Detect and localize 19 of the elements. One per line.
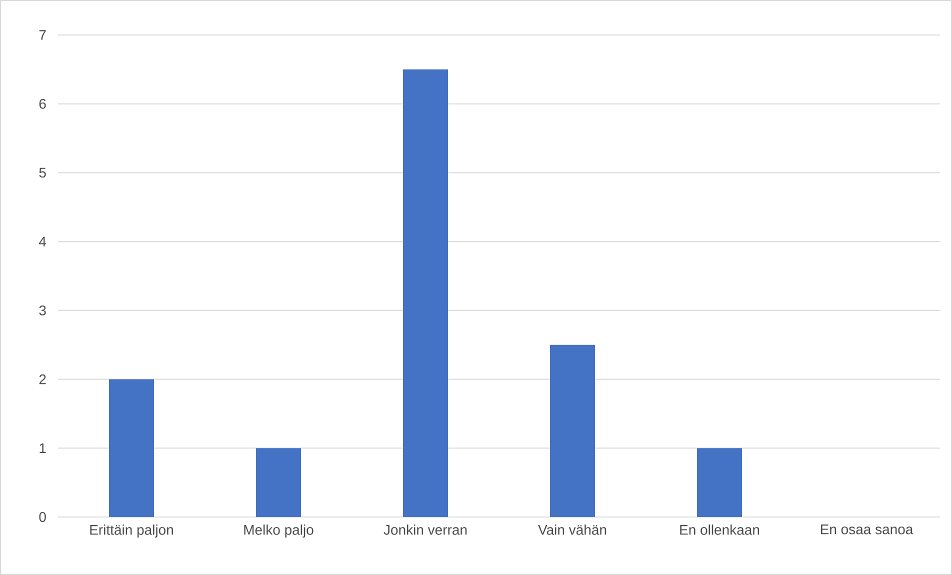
y-tick-label: 2 bbox=[39, 374, 46, 384]
x-tick-label: En osaa sanoa bbox=[820, 524, 914, 534]
y-tick-label: 0 bbox=[39, 512, 46, 522]
y-tick-label: 5 bbox=[39, 168, 46, 178]
y-tick-label: 6 bbox=[39, 98, 46, 109]
bar bbox=[109, 379, 154, 517]
bar bbox=[403, 69, 448, 517]
x-tick-label: Vain vähän bbox=[538, 524, 606, 535]
x-tick-label: Melko paljo bbox=[244, 524, 314, 538]
y-tick-label: 7 bbox=[39, 30, 46, 40]
y-tick-label: 1 bbox=[40, 443, 46, 453]
y-tick-label: 3 bbox=[39, 305, 46, 316]
x-tick-label: En ollenkaan bbox=[680, 524, 760, 535]
bar bbox=[550, 344, 595, 517]
y-tick-label: 4 bbox=[38, 236, 46, 246]
bar bbox=[256, 448, 301, 517]
bar bbox=[697, 448, 742, 517]
x-tick-label: Erittäin paljon bbox=[90, 524, 173, 538]
x-tick-label: Jonkin verran bbox=[384, 524, 467, 535]
